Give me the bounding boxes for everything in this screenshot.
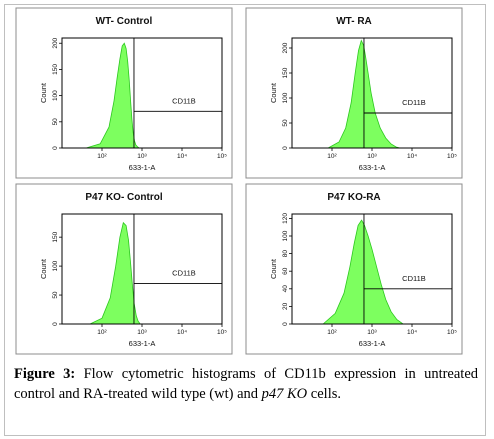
x-tick-label: 10⁵ (217, 329, 227, 336)
x-tick-label: 10³ (137, 153, 147, 160)
panel-title: WT- RA (336, 16, 372, 27)
x-tick-label: 10³ (367, 329, 377, 336)
y-tick-label: 0 (282, 322, 289, 326)
y-tick-label: 100 (52, 260, 59, 271)
y-tick-label: 100 (282, 92, 289, 103)
x-tick-label: 10² (327, 329, 337, 336)
histogram-area (89, 221, 141, 325)
y-axis-label: Count (269, 82, 278, 103)
histogram-panel: P47 KO- Control CD11B 10² 10³ 10⁴ 10⁵ 633-1-A 0… (15, 183, 233, 355)
x-tick-label: 10³ (137, 329, 147, 336)
caption-label: Figure 3: (14, 366, 76, 382)
x-tick-label: 10⁵ (447, 153, 457, 160)
x-tick-label: 10⁴ (177, 329, 187, 336)
x-axis-label: 633-1-A (359, 163, 386, 172)
y-tick-label: 200 (52, 37, 59, 48)
y-tick-label: 20 (282, 302, 289, 310)
histogram-area (322, 219, 405, 325)
y-tick-label: 200 (282, 42, 289, 53)
caption-italic: p47 KO (261, 386, 308, 402)
gate-label: CD11B (402, 274, 426, 283)
gate-label: CD11B (172, 268, 196, 277)
x-tick-label: 10² (97, 153, 107, 160)
caption-text-pre: Flow cytometric histograms of CD11b expr… (14, 366, 479, 402)
x-tick-label: 10⁵ (217, 153, 227, 160)
x-axis-label: 633-1-A (359, 339, 386, 348)
y-tick-label: 120 (282, 213, 289, 224)
histogram-panel: WT- RA CD11B 10² 10³ 10⁴ 10⁵ 633-1-A 0 50 100 150 2… (245, 7, 463, 179)
y-tick-label: 0 (52, 146, 59, 150)
x-tick-label: 10⁴ (177, 153, 187, 160)
x-tick-label: 10⁴ (407, 153, 417, 160)
y-tick-label: 50 (52, 118, 59, 126)
x-axis-label: 633-1-A (129, 163, 156, 172)
y-tick-label: 150 (52, 231, 59, 242)
histogram-panel: P47 KO-RA CD11B 10² 10³ 10⁴ 10⁵ 633-1-A 0 20 40 60… (245, 183, 463, 355)
panel-title: WT- Control (96, 16, 153, 27)
y-axis-label: Count (269, 258, 278, 279)
y-tick-label: 60 (282, 267, 289, 275)
y-tick-label: 150 (282, 67, 289, 78)
y-tick-label: 150 (52, 64, 59, 75)
y-axis-label: Count (39, 82, 48, 103)
x-tick-label: 10² (97, 329, 107, 336)
x-tick-label: 10⁵ (447, 329, 457, 336)
x-tick-label: 10² (327, 153, 337, 160)
x-tick-label: 10³ (367, 153, 377, 160)
gate-label: CD11B (402, 98, 426, 107)
panel-frame (15, 7, 233, 179)
y-tick-label: 100 (52, 90, 59, 101)
panel-title: P47 KO- Control (85, 192, 162, 203)
y-tick-label: 100 (282, 230, 289, 241)
figure-panel (4, 4, 486, 436)
histogram-area (85, 42, 141, 149)
y-tick-label: 40 (282, 285, 289, 293)
figure-caption: Figure 3: Flow cytometric histograms of … (14, 364, 478, 404)
x-tick-label: 10⁴ (407, 329, 417, 336)
y-tick-label: 80 (282, 250, 289, 258)
histogram-grid: WT- Control CD11B 10² 10³ 10⁴ 10⁵ 633-1-A 0 50 10… (15, 7, 463, 355)
y-axis-label: Count (39, 258, 48, 279)
histogram-panel: WT- Control CD11B 10² 10³ 10⁴ 10⁵ 633-1-A 0 50 10… (15, 7, 233, 179)
caption-text-post: cells. (307, 386, 341, 402)
y-tick-label: 50 (52, 291, 59, 299)
x-axis-label: 633-1-A (129, 339, 156, 348)
y-tick-label: 50 (282, 119, 289, 127)
gate-label: CD11B (172, 96, 196, 105)
y-tick-label: 0 (52, 322, 59, 326)
y-tick-label: 0 (282, 146, 289, 150)
panel-title: P47 KO-RA (327, 192, 380, 203)
